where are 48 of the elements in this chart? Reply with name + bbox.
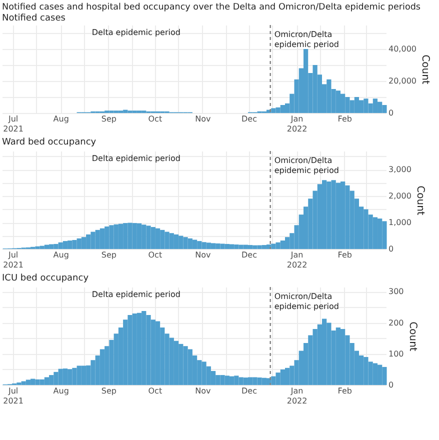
x-tick-label: Jul 2021 [3, 114, 24, 134]
x-tick-label: Oct [148, 386, 162, 396]
x-tick-label: Feb [338, 250, 352, 260]
x-tick-label: Dec [242, 250, 257, 260]
x-tick-label: Jul 2021 [3, 386, 24, 406]
annotation: Delta epidemic period [92, 28, 180, 37]
x-tick-label: Sep [101, 250, 116, 260]
x-tick-label: Dec [242, 386, 257, 396]
annotation: Omicron/Delta epidemic period [274, 292, 340, 311]
y-tick-label: 40,000 [388, 44, 416, 54]
y-axis-title: Count [414, 186, 426, 216]
y-tick-label: 0 [388, 244, 394, 254]
x-tick-label: Feb [338, 114, 352, 124]
y-tick-label: 100 [388, 349, 404, 358]
x-tick-label: Nov [195, 250, 212, 260]
y-tick-label: 20,000 [388, 76, 416, 86]
annotation: Omicron/Delta epidemic period [274, 30, 340, 49]
x-tick-label: Sep [101, 114, 116, 124]
chart-subtitle: Notified cases [2, 13, 66, 24]
chart-title: Notified cases and hospital bed occupancy over the Delta and Omicron/Delta epidemic periods [2, 2, 421, 13]
x-tick-label: Jan 2022 [286, 250, 308, 270]
annotation: Delta epidemic period [92, 290, 180, 299]
y-tick-label: 200 [388, 318, 404, 328]
x-tick-label: Nov [195, 386, 212, 396]
y-tick-label: 3,000 [388, 165, 412, 174]
x-tick-label: Aug [53, 386, 69, 396]
y-tick-label: 300 [388, 287, 404, 296]
x-tick-label: Jan 2022 [286, 114, 308, 134]
y-tick-label: 2,000 [388, 192, 412, 201]
x-tick-label: Sep [101, 386, 116, 396]
x-tick-label: Feb [338, 386, 352, 396]
annotation: Delta epidemic period [92, 154, 180, 163]
y-tick-label: 0 [388, 108, 394, 118]
annotation: Omicron/Delta epidemic period [274, 156, 340, 175]
x-tick-label: Nov [195, 114, 212, 124]
x-tick-label: Aug [53, 114, 69, 124]
y-axis-title: Count [419, 54, 430, 84]
chart-title: Ward bed occupancy [2, 137, 97, 148]
x-tick-label: Dec [242, 114, 257, 124]
y-axis-title: Count [406, 322, 418, 352]
y-tick-label: 1,000 [388, 218, 412, 228]
chart-title: ICU bed occupancy [2, 273, 90, 284]
y-tick-label: 0 [388, 380, 394, 390]
x-tick-label: Oct [148, 114, 162, 124]
x-tick-label: Jan 2022 [286, 386, 308, 406]
x-tick-label: Oct [148, 250, 162, 260]
x-tick-label: Aug [53, 250, 69, 260]
x-tick-label: Jul 2021 [3, 250, 24, 270]
